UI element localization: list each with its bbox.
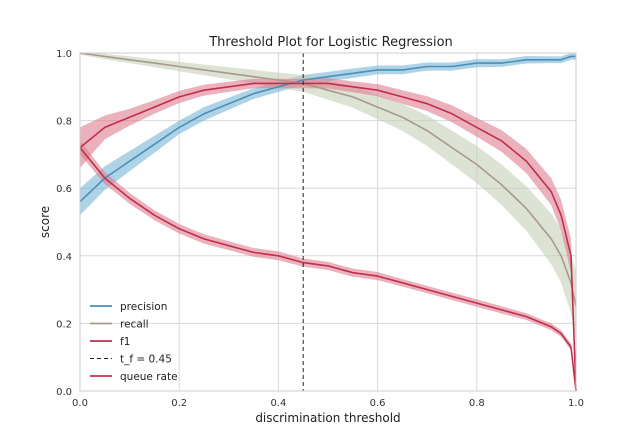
series-lines [79, 52, 577, 392]
y-tick-label: 0.8 [56, 117, 72, 128]
x-tick-label: 0.8 [469, 398, 485, 409]
y-tick-label: 0.2 [56, 319, 72, 330]
y-tick-label: 0.6 [56, 184, 72, 195]
confidence-bands [80, 53, 576, 392]
x-tick-label: 0.0 [72, 398, 88, 409]
plot-frame [79, 52, 577, 392]
axes: 0.0 0.2 0.4 0.6 0.8 1.0 0.0 0.2 0.4 0.6 0.8 1.0 [56, 49, 584, 409]
x-tick-label: 0.6 [370, 398, 386, 409]
series-line-recall [79, 52, 577, 307]
band-f1 [80, 78, 576, 392]
series-line-queue-rate [79, 147, 577, 392]
series-line-f1 [79, 82, 577, 392]
x-axis-label: discrimination threshold [255, 411, 400, 425]
x-tick-label: 0.2 [171, 398, 187, 409]
legend: precision recall f1 t_f = 0.45 queue rate [90, 301, 178, 383]
x-tick-label: 0.4 [270, 398, 286, 409]
legend-label: recall [120, 319, 149, 331]
y-tick-label: 0.0 [56, 387, 72, 398]
legend-label: queue rate [120, 371, 178, 383]
x-tick-label: 1.0 [568, 398, 584, 409]
legend-label: precision [120, 301, 167, 313]
y-tick-label: 0.4 [56, 252, 72, 263]
band-precision [80, 53, 576, 216]
legend-label: t_f = 0.45 [120, 354, 172, 366]
band-recall [80, 53, 576, 341]
y-tick-label: 1.0 [56, 49, 72, 60]
series-line-precision [79, 55, 576, 203]
legend-label: f1 [120, 336, 130, 348]
chart-title: Threshold Plot for Logistic Regression [208, 35, 453, 50]
y-axis-label: score [38, 206, 52, 238]
